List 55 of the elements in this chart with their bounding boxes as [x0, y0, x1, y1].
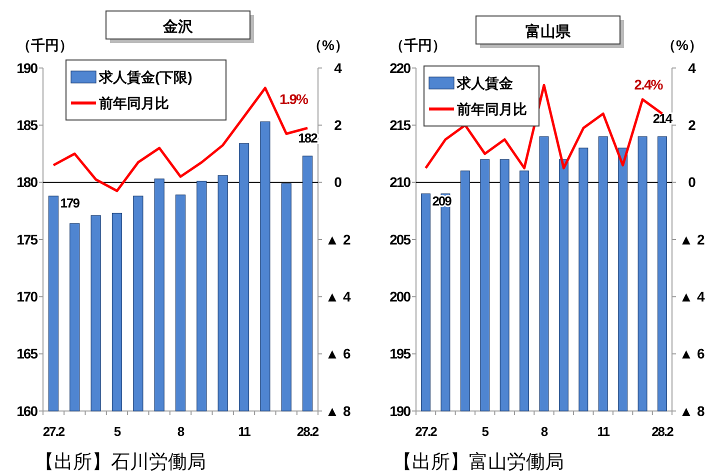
- x-tick-label: 8: [540, 424, 548, 439]
- y-tick-label: 220: [390, 60, 412, 76]
- y-tick-label: 190: [390, 402, 412, 419]
- y-tick-label: 175: [16, 231, 38, 248]
- legend-label: 前年同月比: [456, 100, 527, 117]
- y-tick-label: 180: [16, 174, 38, 190]
- chart-title: 富山県: [526, 22, 572, 40]
- y-tick-label: 160: [16, 402, 38, 419]
- y2-tick-label: ▲ 6: [325, 346, 351, 362]
- y2-tick-label: 4: [688, 60, 696, 76]
- y-tick-label: 215: [390, 117, 412, 134]
- x-tick-label: 28.2: [296, 424, 319, 439]
- y2-axis-title: （%）: [662, 37, 702, 53]
- y-tick-label: 190: [16, 60, 38, 76]
- y2-tick-label: ▲ 6: [679, 346, 705, 362]
- y2-tick-label: 0: [688, 174, 696, 190]
- y2-tick-label: ▲ 4: [325, 288, 351, 305]
- y-tick-label: 205: [390, 231, 412, 248]
- x-tick-label: 11: [238, 424, 251, 439]
- y-tick-label: 170: [16, 288, 38, 305]
- data-label: 179: [60, 196, 80, 211]
- data-label: 214: [652, 111, 674, 126]
- data-label: 1.9%: [280, 91, 310, 108]
- x-tick-label: 5: [482, 424, 489, 439]
- y2-tick-label: ▲ 4: [679, 288, 705, 305]
- data-label: 2.4%: [634, 76, 664, 93]
- y2-tick-label: 0: [334, 174, 342, 190]
- x-tick-label: 28.2: [652, 424, 674, 439]
- y2-tick-label: ▲ 2: [325, 231, 351, 248]
- legend-label: 前年同月比: [98, 94, 169, 111]
- y-tick-label: 185: [16, 117, 38, 134]
- text: 【出所】石川労働局: [35, 452, 206, 473]
- y2-tick-label: ▲ 2: [679, 231, 705, 248]
- y2-tick-label: ▲ 8: [679, 402, 705, 419]
- text: 【出所】富山労働局: [393, 451, 564, 473]
- y-axis-title: （千円）: [390, 37, 446, 53]
- x-tick-label: 11: [597, 424, 610, 439]
- legend-label: 求人賃金(下限): [98, 68, 192, 85]
- legend-label: 求人賃金: [456, 74, 514, 91]
- y2-axis-title: （%）: [308, 37, 348, 53]
- x-tick-label: 5: [114, 424, 121, 439]
- x-tick-label: 27.2: [42, 424, 65, 439]
- x-tick-label: 27.2: [415, 424, 438, 439]
- data-label: 182: [298, 130, 318, 146]
- y2-tick-label: 2: [688, 117, 696, 134]
- y-axis-title: （千円）: [17, 37, 73, 53]
- y-tick-label: 210: [390, 174, 412, 190]
- y-tick-label: 200: [390, 288, 412, 305]
- y2-tick-label: 4: [334, 60, 342, 76]
- y2-tick-label: ▲ 8: [325, 402, 351, 419]
- y-tick-label: 195: [390, 346, 412, 362]
- y-tick-label: 165: [16, 346, 38, 362]
- y2-tick-label: 2: [334, 117, 342, 134]
- chart-title: 金沢: [162, 18, 194, 36]
- x-tick-label: 8: [177, 424, 184, 439]
